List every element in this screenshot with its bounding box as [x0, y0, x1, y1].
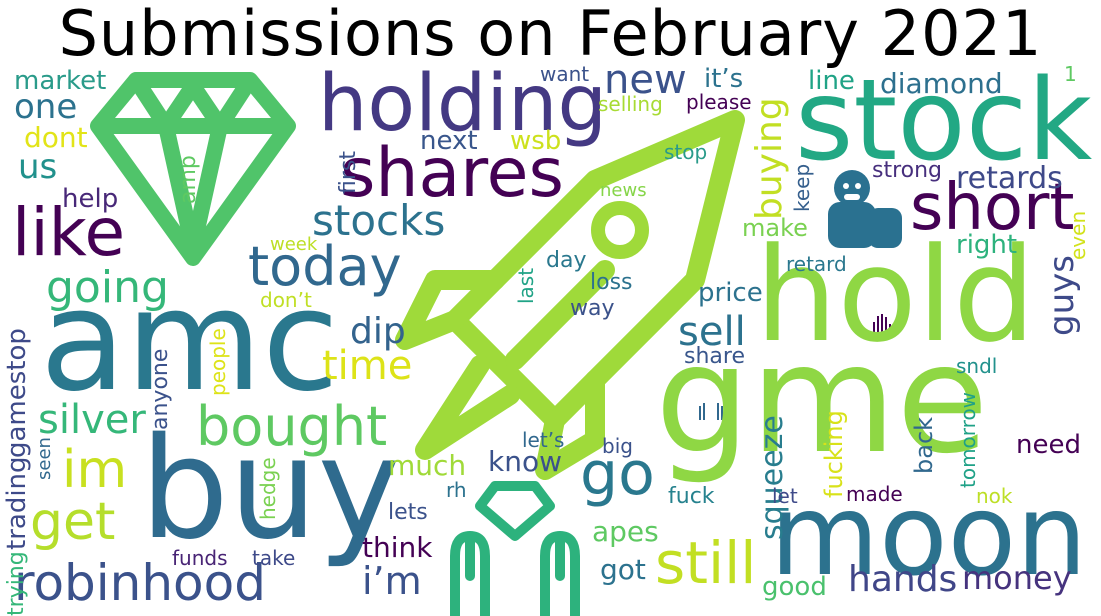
word-anyone: anyone	[148, 348, 173, 430]
word-like: like	[12, 194, 126, 271]
word-market: market	[14, 66, 107, 96]
word-buying: buying	[749, 97, 790, 220]
word-week: week	[270, 234, 318, 255]
word-stocks: stocks	[312, 196, 446, 245]
word-wsb: wsb	[510, 126, 562, 156]
word-still: still	[655, 529, 757, 597]
word-stock: stock	[795, 56, 1093, 186]
word-bought: bought	[196, 395, 388, 458]
word-retard: retard	[786, 252, 847, 276]
word-let: let	[772, 484, 798, 508]
word-help: help	[62, 184, 119, 214]
word-it-s: it’s	[704, 64, 744, 94]
word-don-t: don’t	[260, 288, 312, 312]
word-one: one	[14, 87, 78, 127]
chart-title: Submissions on February 2021	[58, 0, 1043, 70]
word-think: think	[362, 531, 433, 564]
word-line: line	[808, 66, 855, 96]
word-cloud: gme amc buy hold stock moon holding shar…	[0, 60, 1101, 616]
word-money: money	[962, 559, 1072, 597]
word-share: share	[684, 344, 745, 369]
word-price: price	[698, 278, 763, 308]
word-buy: buy	[140, 408, 401, 571]
word-people: people	[206, 328, 230, 396]
word-hold: hold	[755, 219, 1036, 371]
word-holding: holding	[318, 59, 607, 149]
word-please: please	[686, 90, 752, 114]
word-need: need	[1016, 430, 1081, 460]
word-nok: nok	[976, 484, 1013, 508]
word-selling: selling	[598, 92, 663, 116]
word-news: news	[600, 180, 647, 201]
word-back: back	[910, 416, 938, 474]
word-dont: dont	[24, 121, 88, 154]
word-apes: apes	[592, 515, 659, 548]
word-moon: moon	[770, 471, 1088, 601]
word-trying: trying	[4, 551, 29, 616]
word-strong: strong	[872, 158, 943, 183]
word-time: time	[322, 343, 413, 389]
word-tomorrow: tomorrow	[956, 391, 980, 488]
word-made: made	[846, 482, 903, 506]
word-make: make	[742, 214, 808, 242]
word-i-m: i’m	[362, 559, 422, 603]
word-first: first	[336, 151, 361, 194]
word-us: us	[18, 147, 58, 187]
word-stop: stop	[664, 140, 708, 164]
word-next: next	[420, 126, 478, 156]
word-diamond: diamond	[880, 67, 1003, 100]
word-im: im	[62, 440, 128, 500]
word-got: got	[600, 553, 646, 586]
word-amc: amc	[40, 260, 340, 423]
word-lets: lets	[388, 500, 428, 525]
word-going: going	[46, 262, 169, 313]
word-know: know	[488, 445, 562, 478]
word-shares: shares	[340, 134, 564, 213]
word-sell: sell	[678, 309, 746, 355]
word-let-s: let’s	[522, 428, 565, 452]
diamond-icon	[90, 72, 296, 266]
word-sndl: sndl	[956, 354, 998, 378]
word-go: go	[580, 439, 655, 509]
small-hands-icon	[699, 403, 723, 420]
word-good: good	[762, 572, 827, 602]
word-today: today	[248, 235, 402, 298]
word-seen: seen	[34, 437, 55, 480]
word-amp: amp	[176, 155, 201, 204]
rocket-icon	[395, 110, 745, 480]
word-much: much	[388, 449, 467, 482]
word-day: day	[546, 248, 587, 273]
word-way: way	[570, 296, 615, 321]
word-loss: loss	[590, 270, 633, 295]
word-gme: gme	[655, 313, 989, 487]
word-robinhood: robinhood	[14, 554, 266, 612]
word-silver: silver	[38, 397, 146, 443]
word-big: big	[602, 434, 633, 458]
word-dip: dip	[350, 311, 406, 352]
word-hedge: hedge	[256, 457, 280, 520]
raised-hand-icon	[873, 314, 891, 338]
word-squeeze: squeeze	[755, 415, 790, 540]
word-fucking: fucking	[820, 410, 848, 498]
word-hands: hands	[848, 559, 958, 600]
gorilla-icon	[828, 170, 902, 248]
word-get: get	[30, 492, 116, 552]
word-1: 1	[1064, 62, 1077, 86]
word-new: new	[604, 57, 687, 103]
raised-hands-icon	[450, 481, 580, 616]
word-rh: rh	[446, 478, 467, 502]
word-funds: funds	[172, 546, 228, 570]
word-take: take	[252, 546, 296, 570]
word-keep: keep	[790, 163, 814, 212]
word-trading: trading	[2, 456, 32, 550]
word-right: right	[956, 230, 1018, 260]
word-fuck: fuck	[668, 484, 715, 509]
word-even: even	[1066, 210, 1090, 260]
word-gamestop: gamestop	[2, 328, 32, 458]
word-short: short	[910, 171, 1075, 245]
word-last: last	[514, 267, 538, 304]
word-retards: retards	[956, 161, 1063, 196]
word-want: want	[540, 62, 590, 86]
word-guys: guys	[1042, 255, 1082, 336]
